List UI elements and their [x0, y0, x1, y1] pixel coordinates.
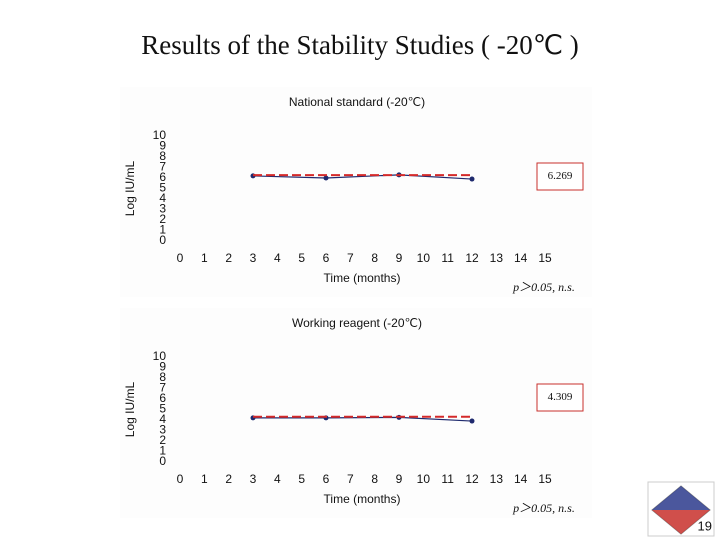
annotation: p＞0.05, n.s. — [512, 280, 575, 294]
data-point — [469, 176, 475, 182]
y-tick-label: 10 — [153, 128, 167, 142]
x-axis-label: Time (months) — [324, 492, 401, 506]
y-tick-label: 8 — [159, 149, 166, 163]
x-tick-label: 1 — [201, 472, 208, 486]
x-tick-label: 1 — [201, 251, 208, 265]
x-tick-label: 0 — [177, 472, 184, 486]
x-axis-label: Time (months) — [324, 271, 401, 285]
y-tick-label: 10 — [153, 349, 167, 363]
x-tick-label: 7 — [347, 472, 354, 486]
x-tick-label: 8 — [371, 251, 378, 265]
x-tick-label: 11 — [441, 472, 454, 486]
y-tick-label: 5 — [159, 402, 166, 416]
y-tick-label: 1 — [159, 444, 166, 458]
y-tick-label: 3 — [159, 423, 166, 437]
page-number: 19 — [698, 518, 712, 533]
y-tick-label: 1 — [159, 223, 166, 237]
y-tick-label: 9 — [159, 360, 166, 374]
y-tick-label: 2 — [159, 433, 166, 447]
x-tick-label: 8 — [371, 472, 378, 486]
x-tick-label: 15 — [538, 472, 552, 486]
chart-panel — [120, 308, 592, 518]
x-tick-label: 10 — [417, 251, 431, 265]
chart-title: Working reagent (-20℃) — [292, 316, 422, 330]
x-tick-label: 13 — [490, 472, 504, 486]
slide-title: Results of the Stability Studies ( -20℃ … — [141, 30, 579, 60]
y-tick-label: 7 — [159, 381, 166, 395]
x-tick-label: 13 — [490, 251, 504, 265]
data-point — [469, 418, 475, 424]
x-tick-label: 10 — [417, 472, 431, 486]
y-tick-label: 0 — [159, 454, 166, 468]
y-tick-label: 4 — [159, 191, 166, 205]
data-line — [252, 174, 473, 180]
x-tick-label: 9 — [396, 251, 403, 265]
y-axis-label: Log IU/mL — [123, 160, 137, 216]
x-tick-label: 3 — [250, 251, 257, 265]
x-tick-label: 11 — [441, 251, 454, 265]
y-tick-label: 5 — [159, 181, 166, 195]
annotation: 6.269 — [548, 170, 573, 182]
y-tick-label: 6 — [159, 170, 166, 184]
x-tick-label: 14 — [514, 251, 528, 265]
x-tick-label: 0 — [177, 251, 184, 265]
x-tick-label: 4 — [274, 472, 281, 486]
annotation: p＞0.05, n.s. — [512, 501, 575, 515]
y-tick-label: 9 — [159, 139, 166, 153]
y-tick-label: 3 — [159, 202, 166, 216]
x-tick-label: 5 — [298, 251, 305, 265]
x-tick-label: 9 — [396, 472, 403, 486]
y-tick-label: 6 — [159, 391, 166, 405]
y-tick-label: 4 — [159, 412, 166, 426]
x-tick-label: 12 — [465, 472, 479, 486]
x-tick-label: 5 — [298, 472, 305, 486]
x-tick-label: 3 — [250, 472, 257, 486]
annotation: 4.309 — [548, 391, 573, 403]
x-tick-label: 2 — [225, 472, 232, 486]
annotation-box — [536, 162, 584, 191]
x-tick-label: 12 — [465, 251, 479, 265]
x-tick-label: 6 — [323, 251, 330, 265]
y-tick-label: 2 — [159, 212, 166, 226]
y-tick-label: 8 — [159, 370, 166, 384]
chart-panel — [120, 87, 592, 297]
y-tick-label: 0 — [159, 233, 166, 247]
data-point — [323, 175, 329, 181]
chart-title: National standard (-20℃) — [289, 95, 425, 109]
annotation-box — [536, 383, 584, 412]
y-axis-label: Log IU/mL — [123, 381, 137, 437]
x-tick-label: 2 — [225, 251, 232, 265]
x-tick-label: 4 — [274, 251, 281, 265]
y-tick-label: 7 — [159, 160, 166, 174]
x-tick-label: 15 — [538, 251, 552, 265]
x-tick-label: 7 — [347, 251, 354, 265]
x-tick-label: 14 — [514, 472, 528, 486]
x-tick-label: 6 — [323, 472, 330, 486]
logo — [647, 481, 715, 537]
